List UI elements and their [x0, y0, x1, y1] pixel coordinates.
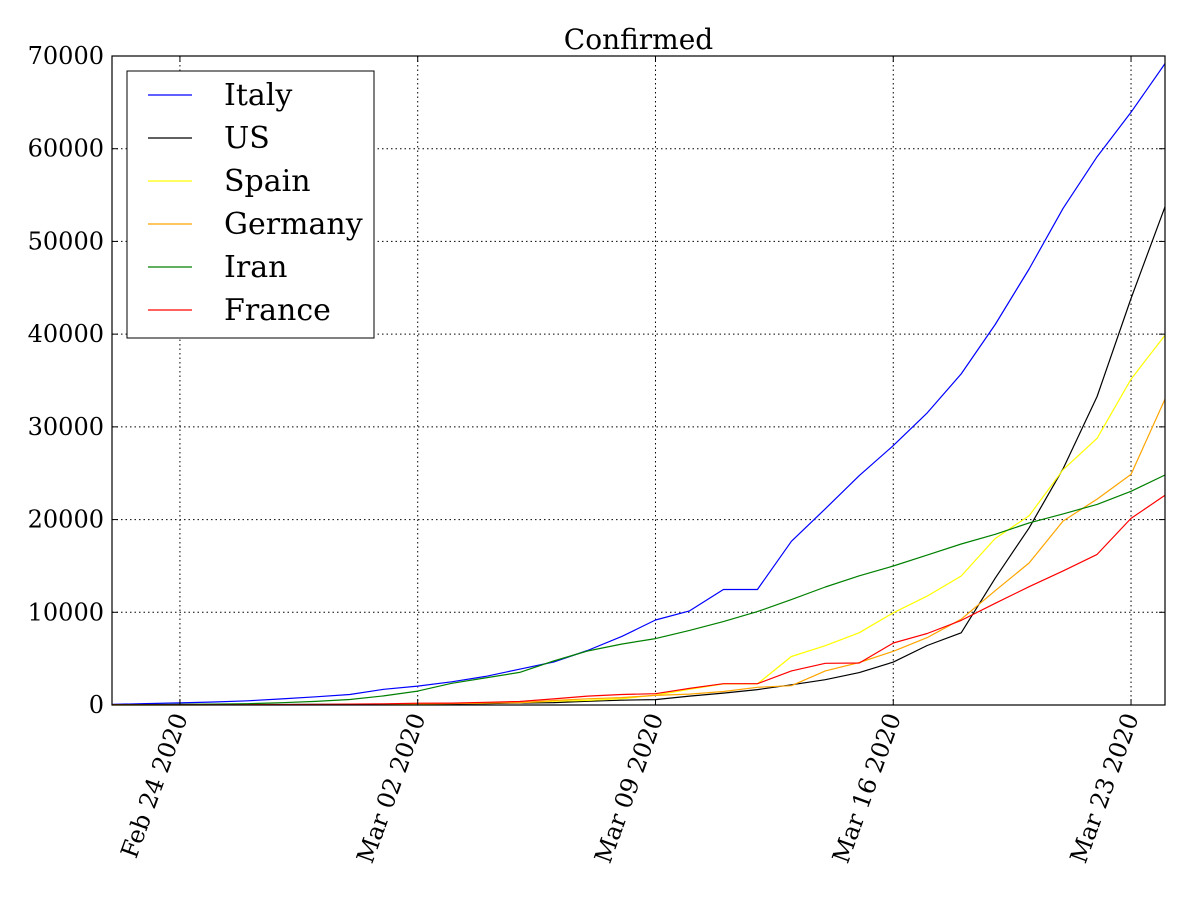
y-tick-label: 50000 [28, 227, 104, 255]
y-tick-label: 70000 [28, 42, 104, 70]
y-tick-label: 30000 [28, 413, 104, 441]
y-tick-label: 40000 [28, 320, 104, 348]
legend-label: Iran [224, 250, 287, 285]
legend-box [126, 70, 375, 339]
legend: Italy US Spain Germany Iran France [126, 70, 375, 339]
y-tick-label: 20000 [28, 506, 104, 534]
y-tick-label: 10000 [28, 598, 104, 626]
legend-label: Germany [224, 207, 363, 242]
y-tick-label: 60000 [28, 135, 104, 163]
legend-label: Italy [224, 78, 292, 113]
plot-frame [111, 55, 1166, 706]
legend-label: France [224, 293, 331, 328]
y-tick-label: 0 [89, 691, 104, 719]
series-line-italy [111, 63, 1166, 705]
legend-label: US [224, 121, 270, 156]
legend-label: Spain [224, 164, 311, 199]
series-line-iran [111, 474, 1166, 706]
grid-lines [112, 56, 1165, 705]
chart-title: Confirmed [564, 23, 713, 56]
